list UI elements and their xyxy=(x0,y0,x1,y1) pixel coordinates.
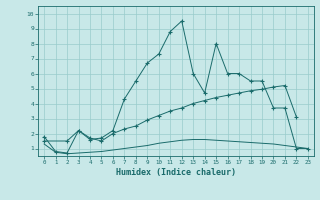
X-axis label: Humidex (Indice chaleur): Humidex (Indice chaleur) xyxy=(116,168,236,177)
